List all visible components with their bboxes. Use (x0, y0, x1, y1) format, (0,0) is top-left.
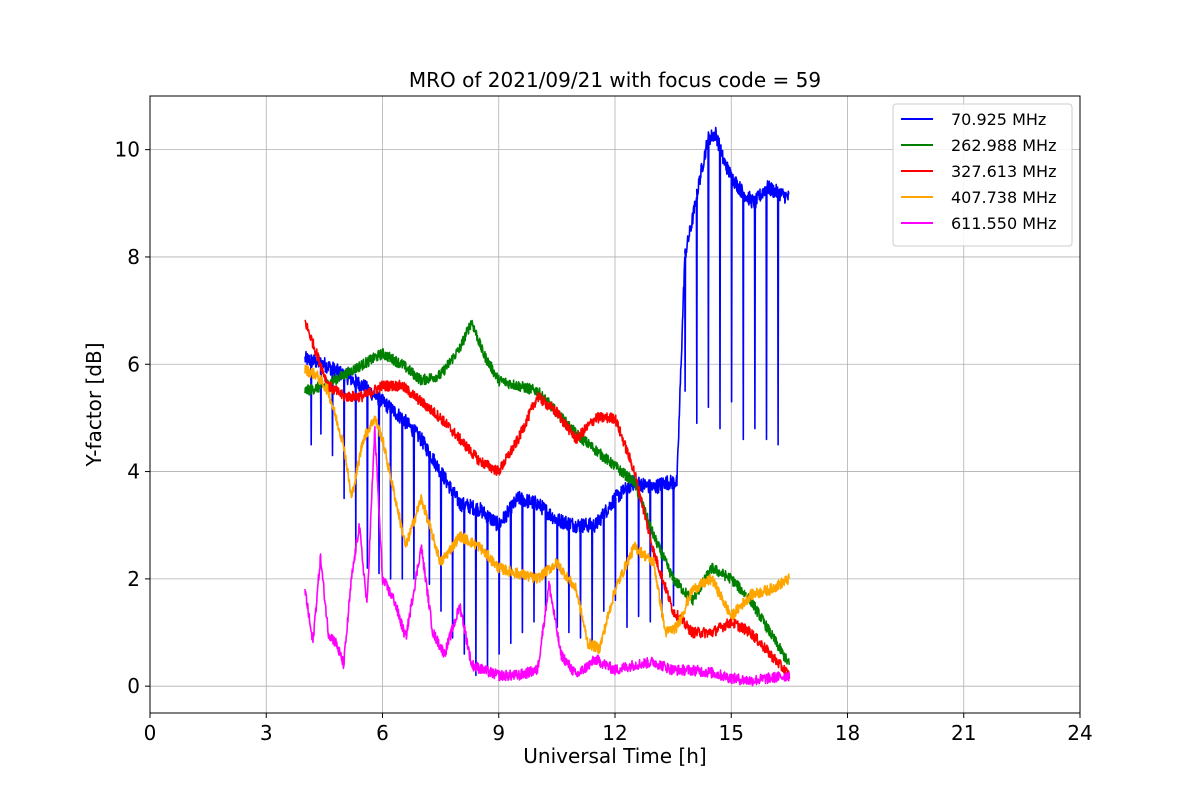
series-line (304, 319, 791, 679)
x-tick-label: 6 (376, 721, 389, 745)
series-layer (304, 126, 791, 687)
y-tick-label: 4 (127, 460, 140, 484)
y-axis-label: Y-factor [dB] (82, 342, 106, 467)
series-line (304, 319, 791, 665)
x-tick-label: 0 (144, 721, 157, 745)
y-tick-label: 8 (127, 245, 140, 269)
legend-label: 611.550 MHz (951, 214, 1056, 233)
series-line (304, 126, 790, 677)
legend-box (892, 103, 1073, 247)
x-tick-label: 24 (1067, 721, 1092, 745)
series-line (304, 364, 791, 655)
legend-label: 407.738 MHz (951, 188, 1056, 207)
legend-label: 262.988 MHz (951, 136, 1056, 155)
series-line (304, 425, 791, 687)
y-tick-label: 10 (115, 138, 140, 162)
x-axis-label: Universal Time [h] (523, 744, 706, 768)
y-tick-label: 2 (127, 567, 140, 591)
chart-title: MRO of 2021/09/21 with focus code = 59 (409, 68, 821, 92)
x-tick-label: 15 (719, 721, 744, 745)
x-tick-label: 12 (602, 721, 627, 745)
legend-label: 327.613 MHz (951, 162, 1056, 181)
y-tick-label: 6 (127, 352, 140, 376)
x-tick-label: 18 (835, 721, 860, 745)
x-tick-label: 9 (492, 721, 505, 745)
legend-label: 70.925 MHz (951, 110, 1046, 129)
x-tick-label: 3 (260, 721, 273, 745)
y-tick-label: 0 (127, 674, 140, 698)
x-tick-label: 21 (951, 721, 976, 745)
legend: 70.925 MHz 262.988 MHz 327.613 MHz 407.738 … (892, 103, 1073, 247)
